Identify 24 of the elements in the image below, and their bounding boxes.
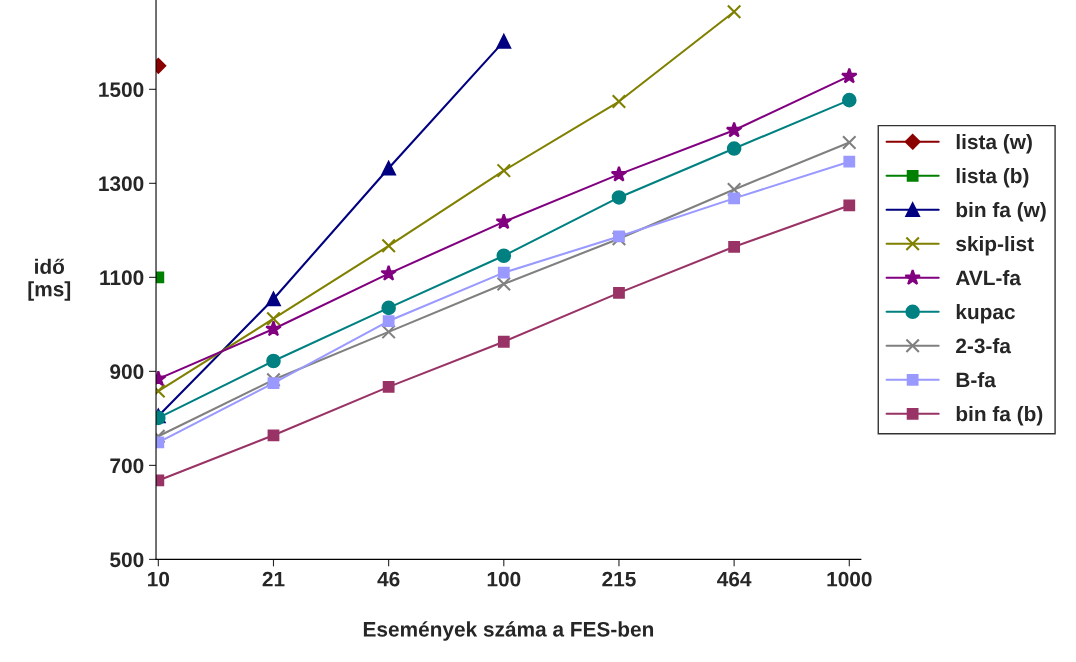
legend-label: lista (w) (956, 133, 1032, 154)
y-tick-label: 700 (110, 458, 144, 474)
x-tick-label: 100 (487, 571, 521, 587)
y-tick-label: 500 (110, 552, 144, 568)
x-axis-title: Események száma a FES-ben (363, 621, 654, 641)
legend-label: AVL-fa (955, 269, 1022, 286)
x-tick-label: 215 (602, 571, 636, 587)
legend-label: B-fa (956, 372, 996, 388)
legend-label: skip-list (956, 235, 1034, 256)
legend-label: kupac (956, 303, 1015, 324)
legend-label: bin fa (b) (956, 406, 1043, 426)
y-tick-label: 1500 (99, 82, 144, 98)
y-tick-label: 900 (110, 364, 144, 380)
y-tick-label: 1300 (99, 176, 144, 192)
y-tick-label: 1100 (100, 270, 144, 286)
x-tick-label: 46 (377, 571, 400, 587)
legend-label: lista (b) (956, 167, 1029, 188)
x-tick-label: 1000 (827, 571, 872, 587)
x-tick-label: 21 (262, 571, 285, 587)
x-tick-label: 10 (148, 571, 170, 587)
legend-label: 2-3-fa (956, 337, 1012, 354)
x-tick-label: 464 (717, 571, 752, 587)
y-axis-title: idő [ms] (28, 258, 71, 301)
legend-label: bin fa (w) (956, 201, 1046, 222)
